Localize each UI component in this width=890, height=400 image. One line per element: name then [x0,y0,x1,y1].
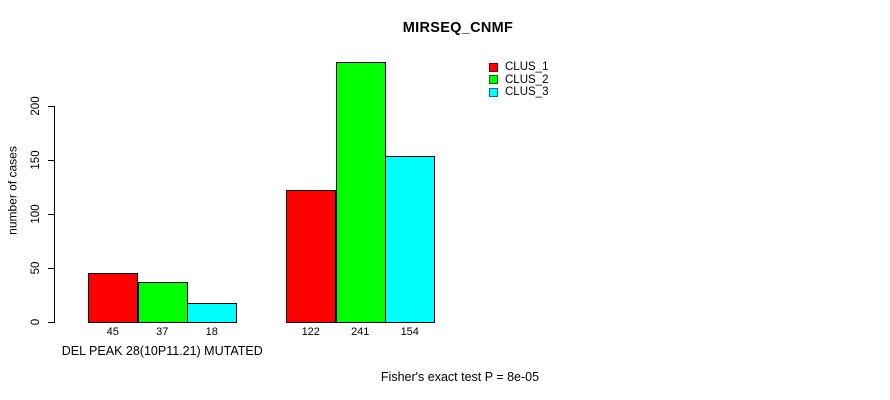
caption-text: Fisher's exact test P = 8e-05 [380,370,540,384]
legend-row: CLUS_3 [489,86,548,99]
y-tick-label: 100 [30,204,42,224]
y-tick-label: 0 [30,318,42,326]
bar-clus_2-group2 [335,61,386,323]
legend-label: CLUS_3 [505,86,549,99]
y-tick [48,106,55,107]
y-tick [48,214,55,215]
y-axis-title: number of cases [5,146,20,235]
legend-swatch-icon [489,87,498,97]
y-tick-label: 150 [30,150,42,170]
bar-clus_1-group1 [88,273,138,323]
legend-row: CLUS_1 [489,61,548,74]
chart-title: MIRSEQ_CNMF [402,20,514,36]
bar-value-label: 122 [301,326,320,338]
group-label: DEL PEAK 28(10P11.21) MUTATED [61,344,263,358]
y-tick-label: 50 [30,261,42,275]
bar-value-label: 18 [205,326,218,338]
bar-value-label: 37 [156,326,169,338]
bar-clus_3-group2 [385,155,435,323]
legend: CLUS_1 CLUS_2 CLUS_3 [489,61,548,99]
legend-swatch-icon [489,62,498,72]
legend-label: CLUS_2 [505,73,549,86]
bar-value-label: 241 [351,326,370,338]
bar-value-label: 154 [400,326,419,338]
bar-clus_3-group1 [187,302,237,323]
y-tick-label: 200 [30,96,42,116]
legend-row: CLUS_2 [489,74,548,87]
y-tick [48,268,55,269]
legend-label: CLUS_1 [505,61,549,74]
legend-swatch-icon [489,75,498,85]
y-tick [48,160,55,161]
bar-clus_1-group2 [286,190,336,323]
y-tick [48,322,55,323]
bar-value-label: 45 [106,326,119,338]
bar-clus_2-group1 [137,282,188,323]
